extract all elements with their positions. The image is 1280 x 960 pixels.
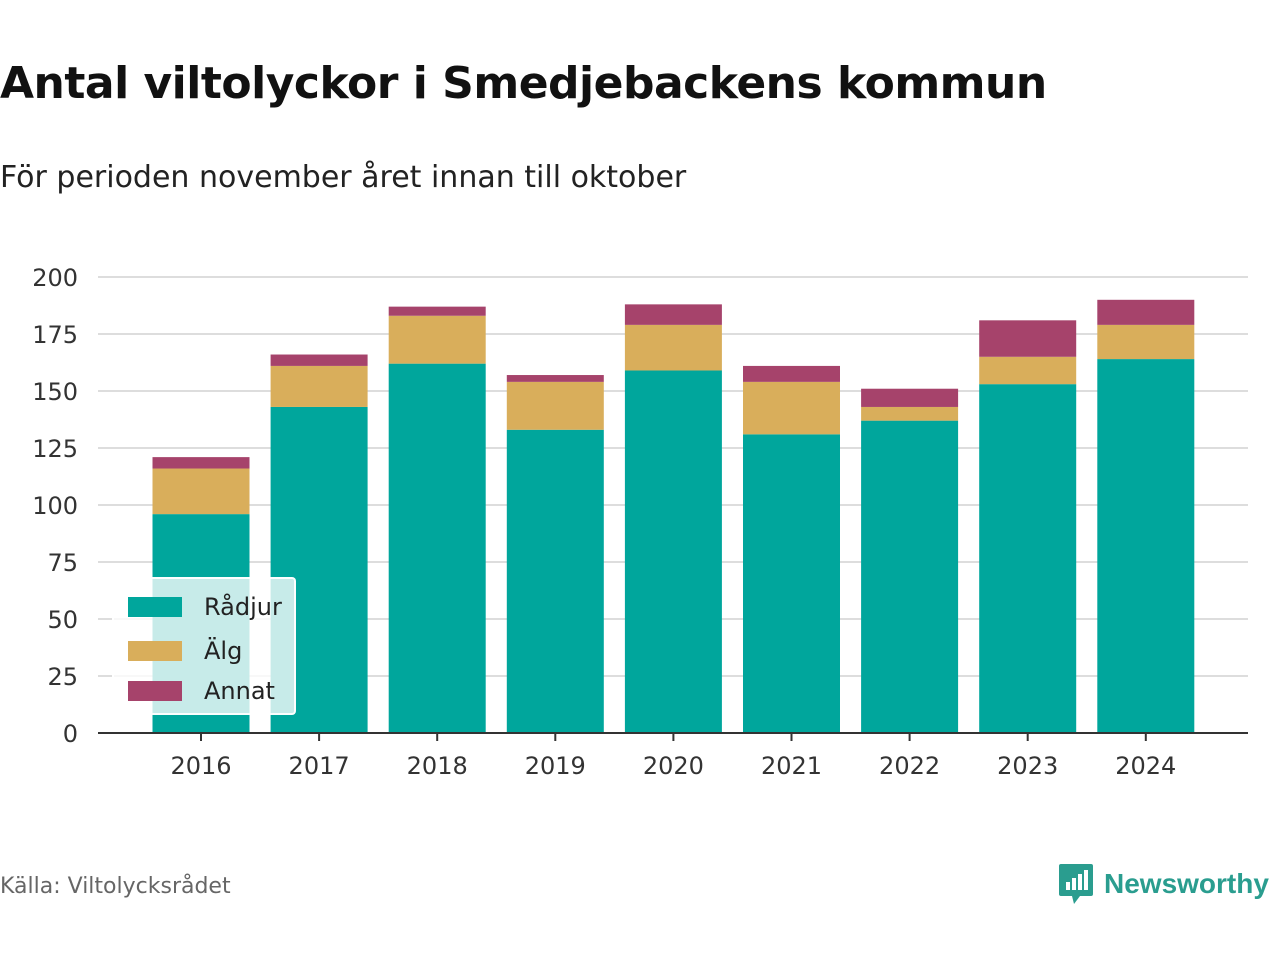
bar-2018-series-0 [388, 363, 486, 733]
x-tick-label: 2020 [643, 752, 704, 780]
x-tick-label: 2016 [170, 752, 231, 780]
legend-swatch-annat [128, 681, 182, 701]
y-tick-label: 25 [47, 663, 78, 691]
bar-2021-series-1 [743, 381, 840, 435]
y-tick-label: 100 [32, 492, 78, 520]
legend-item-radjur: Rådjur [128, 593, 282, 621]
bar-2024-series-0 [1097, 359, 1195, 733]
bar-2020-series-0 [624, 370, 722, 733]
legend-label-radjur: Rådjur [204, 593, 282, 621]
bar-2022-series-0 [861, 420, 959, 733]
legend-item-alg: Älg [128, 637, 242, 665]
y-tick-label: 200 [32, 264, 78, 292]
brand-name: Newsworthy [1104, 868, 1269, 899]
bar-2017-series-1 [270, 365, 368, 407]
bar-2024-series-2 [1097, 299, 1195, 325]
y-tick-label: 150 [32, 378, 78, 406]
y-tick-label: 75 [47, 549, 78, 577]
x-tick-label: 2024 [1115, 752, 1176, 780]
bar-2023-series-1 [979, 356, 1077, 385]
y-tick-label: 0 [63, 720, 78, 748]
legend-swatch-radjur [128, 597, 182, 617]
legend: Rådjur Älg Annat [112, 577, 296, 715]
bar-2019-series-0 [506, 429, 604, 733]
x-tick-label: 2021 [761, 752, 822, 780]
bar-2016-series-2 [152, 457, 250, 469]
bar-2021-series-2 [743, 365, 840, 382]
bar-2022-series-1 [861, 406, 959, 421]
stacked-bar-chart: 0 25 50 75 100 125 150 175 200 2016 2017 2018 2019 20… [32, 264, 1248, 780]
legend-label-annat: Annat [204, 677, 275, 705]
y-tick-label: 125 [32, 435, 78, 463]
bar-2022-series-2 [861, 388, 959, 407]
x-tick-label: 2019 [525, 752, 586, 780]
legend-label-alg: Älg [204, 637, 243, 665]
bar-2016-series-1 [152, 468, 250, 515]
bar-2021-series-0 [743, 434, 840, 733]
x-tick-label: 2018 [407, 752, 468, 780]
x-tick-label: 2022 [879, 752, 940, 780]
bar-2023-series-0 [979, 384, 1077, 733]
legend-item-annat: Annat [128, 677, 275, 705]
bar-2020-series-1 [624, 324, 722, 371]
bar-2023-series-2 [979, 320, 1077, 357]
y-tick-label: 50 [47, 606, 78, 634]
brand-logo[interactable]: Newsworthy [1058, 862, 1269, 906]
chart-title: Antal viltolyckor i Smedjebackens kommun [0, 58, 1047, 109]
x-tick-label: 2023 [997, 752, 1058, 780]
bar-2017-series-2 [270, 354, 368, 366]
newsworthy-logo-icon [1059, 864, 1093, 904]
x-tick-label: 2017 [289, 752, 350, 780]
bar-2024-series-1 [1097, 324, 1195, 360]
bar-2018-series-1 [388, 315, 486, 364]
y-tick-label: 175 [32, 321, 78, 349]
chart-subtitle: För perioden november året innan till ok… [0, 160, 687, 195]
bar-2018-series-2 [388, 306, 486, 316]
bar-2020-series-2 [624, 304, 722, 325]
bars [152, 299, 1195, 733]
bar-2019-series-2 [506, 375, 604, 382]
source-note: Källa: Viltolycksrådet [0, 874, 231, 899]
bar-2019-series-1 [506, 381, 604, 430]
axes: 0 25 50 75 100 125 150 175 200 2016 2017 2018 2019 20… [32, 264, 1248, 780]
legend-swatch-alg [128, 641, 182, 661]
